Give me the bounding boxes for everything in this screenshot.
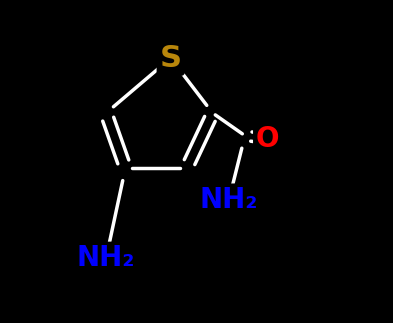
Text: NH₂: NH₂ [200,186,258,214]
Text: O: O [256,125,279,153]
Text: NH₂: NH₂ [77,245,135,272]
Text: S: S [160,44,182,73]
